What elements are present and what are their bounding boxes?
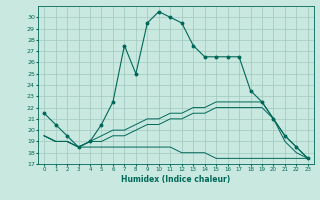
X-axis label: Humidex (Indice chaleur): Humidex (Indice chaleur) — [121, 175, 231, 184]
